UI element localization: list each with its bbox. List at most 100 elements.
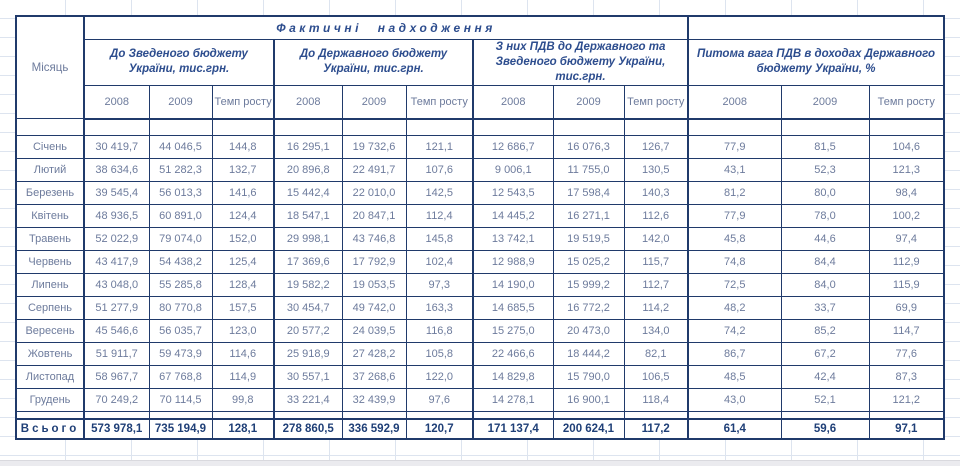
value-cell[interactable]: 99,8: [211, 387, 275, 412]
empty-cell[interactable]: [868, 118, 945, 136]
empty-cell[interactable]: [148, 118, 213, 136]
month-cell[interactable]: Травень: [15, 226, 85, 251]
value-cell[interactable]: 124,4: [211, 203, 275, 228]
value-cell[interactable]: 42,4: [780, 364, 870, 389]
value-cell[interactable]: 54 438,2: [148, 249, 213, 274]
value-cell[interactable]: 67,2: [780, 341, 870, 366]
value-cell[interactable]: 67 768,8: [148, 364, 213, 389]
value-cell[interactable]: 17 792,9: [341, 249, 407, 274]
value-cell[interactable]: 43,1: [687, 157, 782, 182]
value-cell[interactable]: 37 268,6: [341, 364, 407, 389]
value-cell[interactable]: 115,9: [868, 272, 945, 297]
value-cell[interactable]: 48 936,5: [83, 203, 150, 228]
year-header-2008[interactable]: 2008: [687, 84, 782, 120]
value-cell[interactable]: 30 419,7: [83, 134, 150, 159]
value-cell[interactable]: 125,4: [211, 249, 275, 274]
value-cell[interactable]: 14 445,2: [472, 203, 554, 228]
empty-cell[interactable]: [687, 118, 782, 136]
empty-cell[interactable]: [552, 118, 625, 136]
empty-cell[interactable]: [623, 410, 689, 420]
value-cell[interactable]: 16 271,1: [552, 203, 625, 228]
value-cell[interactable]: 20 577,2: [273, 318, 343, 343]
value-cell[interactable]: 16 076,3: [552, 134, 625, 159]
value-cell[interactable]: 52,3: [780, 157, 870, 182]
value-cell[interactable]: 77,9: [687, 134, 782, 159]
month-cell[interactable]: Жовтень: [15, 341, 85, 366]
total-value-cell[interactable]: 573 978,1: [83, 417, 150, 440]
value-cell[interactable]: 97,3: [405, 272, 474, 297]
value-cell[interactable]: 52 022,9: [83, 226, 150, 251]
value-cell[interactable]: 12 543,5: [472, 180, 554, 205]
empty-cell[interactable]: [211, 118, 275, 136]
value-cell[interactable]: 22 466,6: [472, 341, 554, 366]
value-cell[interactable]: 43 048,0: [83, 272, 150, 297]
value-cell[interactable]: 12 988,9: [472, 249, 554, 274]
value-cell[interactable]: 48,2: [687, 295, 782, 320]
empty-cell[interactable]: [552, 410, 625, 420]
month-cell[interactable]: Березень: [15, 180, 85, 205]
group-header-state-budget[interactable]: До Державного бюджету України, тис.грн.: [273, 39, 474, 86]
value-cell[interactable]: 44 046,5: [148, 134, 213, 159]
value-cell[interactable]: 49 742,0: [341, 295, 407, 320]
value-cell[interactable]: 20 896,8: [273, 157, 343, 182]
value-cell[interactable]: 15 999,2: [552, 272, 625, 297]
value-cell[interactable]: 70 114,5: [148, 387, 213, 412]
value-cell[interactable]: 45,8: [687, 226, 782, 251]
value-cell[interactable]: 19 519,5: [552, 226, 625, 251]
value-cell[interactable]: 114,6: [211, 341, 275, 366]
value-cell[interactable]: 128,4: [211, 272, 275, 297]
value-cell[interactable]: 104,6: [868, 134, 945, 159]
value-cell[interactable]: 19 053,5: [341, 272, 407, 297]
value-cell[interactable]: 145,8: [405, 226, 474, 251]
value-cell[interactable]: 78,0: [780, 203, 870, 228]
total-value-cell[interactable]: 171 137,4: [472, 417, 554, 440]
month-cell[interactable]: Грудень: [15, 387, 85, 412]
value-cell[interactable]: 74,2: [687, 318, 782, 343]
total-value-cell[interactable]: 735 194,9: [148, 417, 213, 440]
value-cell[interactable]: 84,4: [780, 249, 870, 274]
total-value-cell[interactable]: 61,4: [687, 417, 782, 440]
value-cell[interactable]: 17 369,6: [273, 249, 343, 274]
value-cell[interactable]: 17 598,4: [552, 180, 625, 205]
value-cell[interactable]: 51 282,3: [148, 157, 213, 182]
value-cell[interactable]: 79 074,0: [148, 226, 213, 251]
value-cell[interactable]: 141,6: [211, 180, 275, 205]
empty-cell[interactable]: [83, 118, 150, 136]
value-cell[interactable]: 33,7: [780, 295, 870, 320]
value-cell[interactable]: 56 035,7: [148, 318, 213, 343]
empty-cell[interactable]: [273, 410, 343, 420]
value-cell[interactable]: 13 742,1: [472, 226, 554, 251]
value-cell[interactable]: 51 277,9: [83, 295, 150, 320]
empty-cell[interactable]: [341, 118, 407, 136]
value-cell[interactable]: 121,2: [868, 387, 945, 412]
value-cell[interactable]: 112,4: [405, 203, 474, 228]
total-value-cell[interactable]: 128,1: [211, 417, 275, 440]
growth-rate-header[interactable]: Темп росту: [623, 84, 689, 120]
value-cell[interactable]: 30 557,1: [273, 364, 343, 389]
empty-cell[interactable]: [868, 410, 945, 420]
value-cell[interactable]: 20 473,0: [552, 318, 625, 343]
value-cell[interactable]: 86,7: [687, 341, 782, 366]
empty-cell[interactable]: [15, 118, 85, 136]
value-cell[interactable]: 43 417,9: [83, 249, 150, 274]
year-header-2009[interactable]: 2009: [148, 84, 213, 120]
year-header-2009[interactable]: 2009: [552, 84, 625, 120]
year-header-2009[interactable]: 2009: [780, 84, 870, 120]
value-cell[interactable]: 59 473,9: [148, 341, 213, 366]
empty-cell[interactable]: [687, 410, 782, 420]
value-cell[interactable]: 84,0: [780, 272, 870, 297]
value-cell[interactable]: 112,9: [868, 249, 945, 274]
empty-cell[interactable]: [405, 410, 474, 420]
value-cell[interactable]: 74,8: [687, 249, 782, 274]
empty-cell[interactable]: [83, 410, 150, 420]
value-cell[interactable]: 15 790,0: [552, 364, 625, 389]
value-cell[interactable]: 58 967,7: [83, 364, 150, 389]
value-cell[interactable]: 116,8: [405, 318, 474, 343]
value-cell[interactable]: 11 755,0: [552, 157, 625, 182]
value-cell[interactable]: 32 439,9: [341, 387, 407, 412]
year-header-2008[interactable]: 2008: [273, 84, 343, 120]
year-header-2009[interactable]: 2009: [341, 84, 407, 120]
month-cell[interactable]: Вересень: [15, 318, 85, 343]
month-cell[interactable]: Серпень: [15, 295, 85, 320]
value-cell[interactable]: 15 275,0: [472, 318, 554, 343]
